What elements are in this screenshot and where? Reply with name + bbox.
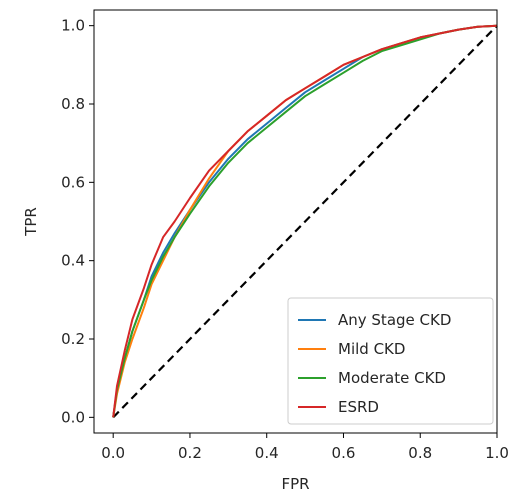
plot-layer bbox=[112, 24, 498, 419]
legend-label: Any Stage CKD bbox=[338, 311, 451, 329]
x-tick-label: 1.0 bbox=[485, 444, 509, 462]
y-tick-label: 0.4 bbox=[61, 252, 85, 270]
x-axis-ticks: 0.0 0.2 0.4 0.6 0.8 1.0 bbox=[101, 433, 509, 462]
y-axis-label: TPR bbox=[22, 207, 40, 237]
x-axis-label: FPR bbox=[281, 475, 309, 493]
series-line-moderate-ckd bbox=[112, 24, 498, 418]
legend-label: Mild CKD bbox=[338, 340, 405, 358]
y-tick-label: 0.8 bbox=[61, 95, 85, 113]
x-tick-label: 0.4 bbox=[255, 444, 279, 462]
x-tick-label: 0.2 bbox=[178, 444, 202, 462]
y-tick-label: 0.0 bbox=[61, 408, 85, 426]
x-tick-label: 0.0 bbox=[101, 444, 125, 462]
legend-label: ESRD bbox=[338, 398, 379, 416]
reference-diagonal-line bbox=[112, 24, 498, 419]
y-axis-ticks: 0.0 0.2 0.4 0.6 0.8 1.0 bbox=[61, 17, 94, 426]
legend: Any Stage CKD Mild CKD Moderate CKD ESRD bbox=[287, 297, 494, 425]
plot-frame bbox=[93, 9, 498, 434]
series-line-esrd bbox=[112, 24, 498, 418]
y-tick-label: 1.0 bbox=[61, 17, 85, 35]
y-tick-label: 0.2 bbox=[61, 330, 85, 348]
y-tick-label: 0.6 bbox=[61, 173, 85, 191]
legend-box bbox=[287, 297, 494, 425]
legend-label: Moderate CKD bbox=[338, 369, 446, 387]
x-tick-label: 0.8 bbox=[408, 444, 432, 462]
x-tick-label: 0.6 bbox=[332, 444, 356, 462]
